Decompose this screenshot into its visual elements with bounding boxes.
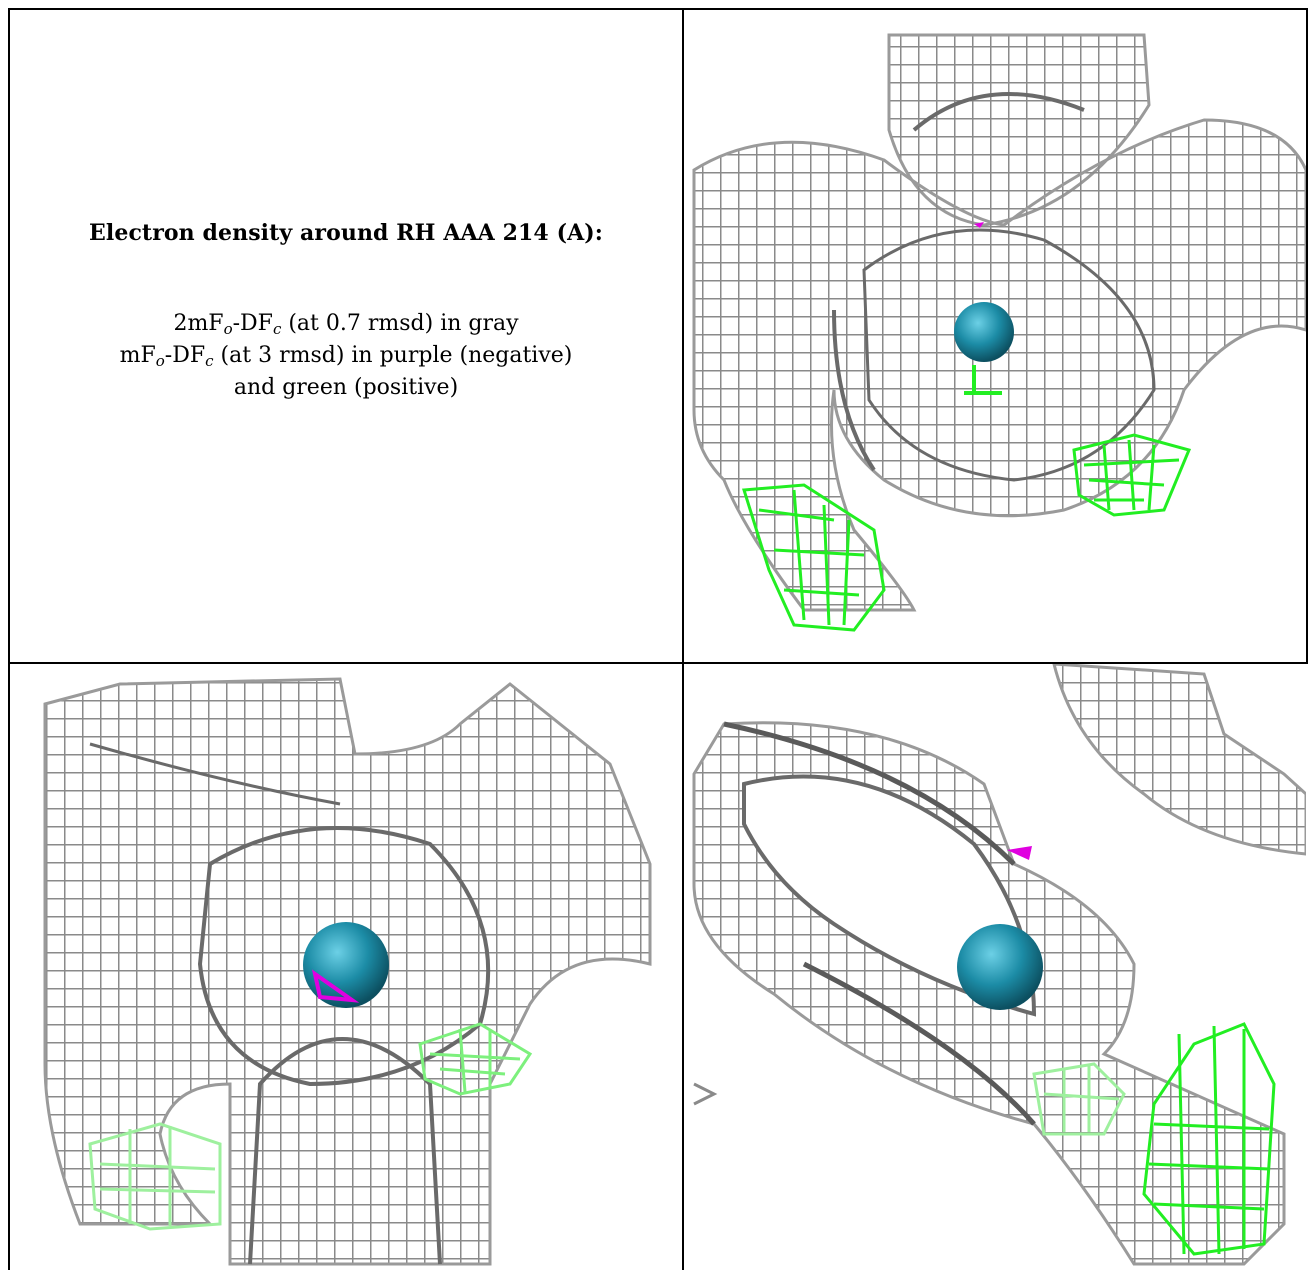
negative-density-triangle — [311, 969, 360, 1003]
table-divider-horizontal — [8, 662, 1308, 664]
table-border-left — [8, 8, 10, 1270]
legend-text: 2mFo-DFc (at 0.7 rmsd) in gray mFo-DFc (… — [120, 308, 573, 404]
gray-density-upper-right — [1052, 664, 1306, 856]
density-mesh-2 — [43, 677, 652, 1266]
table-divider-vertical — [682, 8, 684, 1270]
gray-density-main — [692, 118, 1306, 612]
table-border-top — [8, 8, 1308, 10]
legend-line-1: 2mFo-DFc (at 0.7 rmsd) in gray — [173, 311, 519, 338]
legend-line-3: and green (positive) — [233, 375, 459, 400]
density-view-top-right — [684, 10, 1306, 662]
density-view-bottom-right — [684, 664, 1306, 1270]
density-mesh-3 — [692, 664, 1306, 1266]
density-mesh-1 — [692, 33, 1306, 632]
gray-density-inner — [862, 228, 1156, 482]
positive-density-lower-right — [1142, 1022, 1276, 1256]
positive-density-faint — [1032, 1062, 1126, 1136]
negative-density-marker — [1007, 846, 1032, 860]
positive-density-cross — [964, 365, 1002, 395]
positive-density-lower-left — [88, 1122, 222, 1231]
rh-atom-sphere — [303, 922, 389, 1008]
rh-atom-sphere — [957, 924, 1043, 1010]
legend-line-2: mFo-DFc (at 3 rmsd) in purple (negative) — [119, 343, 573, 370]
positive-density-right — [1072, 433, 1192, 517]
table-border-right — [1306, 8, 1308, 663]
caption-cell: Electron density around RH AAA 214 (A): … — [10, 10, 682, 662]
positive-density-lower-left — [742, 483, 886, 632]
negative-density-marker — [974, 222, 984, 228]
figure-title: Electron density around RH AAA 214 (A): — [89, 220, 603, 246]
density-view-bottom-left — [10, 664, 682, 1270]
positive-density-right — [418, 1022, 533, 1096]
rh-atom-sphere — [954, 302, 1014, 362]
